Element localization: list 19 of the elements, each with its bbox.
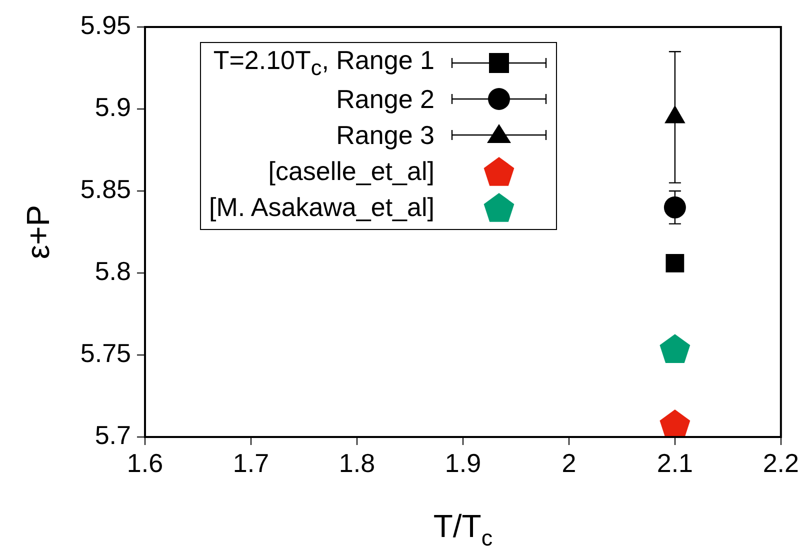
y-tick-label: 5.9 (94, 92, 131, 122)
legend-label: T=2.10T$_{c}$, Range 1 (213, 45, 434, 80)
x-tick-label: 2.2 (762, 448, 800, 478)
legend-label: Range 3 (336, 120, 434, 150)
y-tick-label: 5.8 (94, 256, 131, 286)
y-tick-label: 5.85 (80, 174, 131, 204)
x-tick-label: 2.1 (656, 448, 694, 478)
x-tick-label: 1.7 (232, 448, 270, 478)
y-tick-label: 5.95 (80, 10, 131, 40)
legend-label: Range 2 (336, 84, 434, 114)
x-tick-label: 1.9 (444, 448, 482, 478)
y-tick-label: 5.75 (80, 338, 131, 368)
x-tick-label: 2 (562, 448, 576, 478)
x-tick-label: 1.6 (126, 448, 164, 478)
y-tick-label: 5.7 (94, 420, 131, 450)
x-tick-label: 1.8 (338, 448, 376, 478)
legend-label: [M. Asakawa_et_al] (209, 192, 434, 222)
y-axis-title: ε+P (20, 204, 56, 260)
legend-label: [caselle_et_al] (268, 156, 434, 186)
